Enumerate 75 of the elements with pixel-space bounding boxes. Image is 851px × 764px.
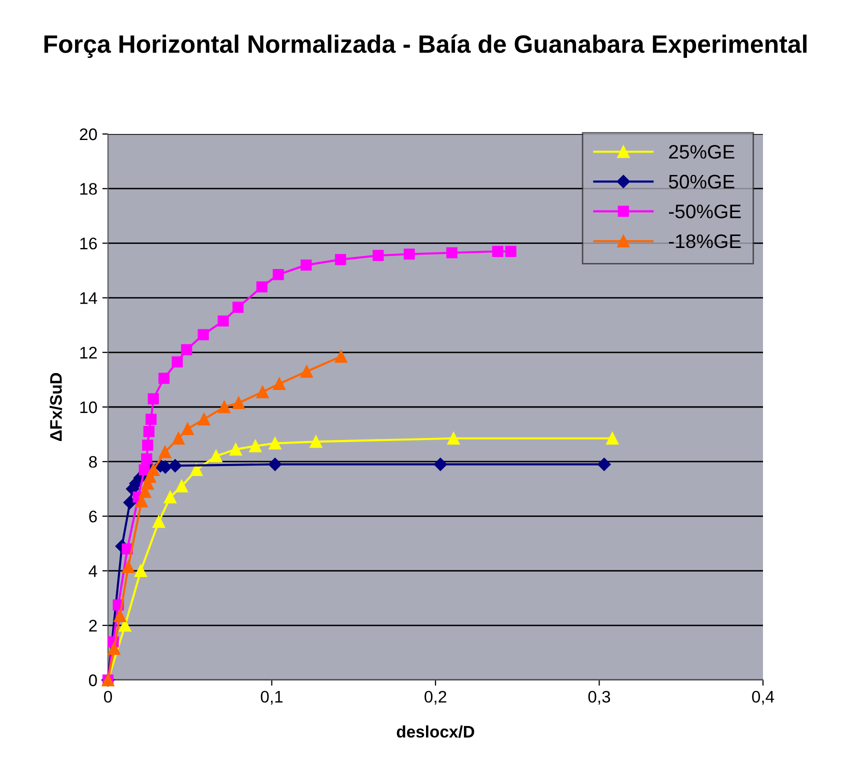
point [272, 269, 284, 280]
x-tick-label: 0 [104, 690, 112, 703]
point [114, 610, 126, 622]
point [598, 458, 611, 471]
point [229, 443, 242, 456]
point [232, 396, 245, 410]
point [143, 426, 154, 438]
point [141, 453, 152, 464]
y-tick-label: 6 [89, 510, 97, 522]
point [138, 464, 150, 476]
point [256, 386, 269, 398]
point [606, 432, 619, 445]
x-axis-title: deslocx/D [396, 725, 474, 738]
point [198, 329, 209, 340]
legend-label: 50%GE [668, 174, 734, 189]
point [175, 480, 188, 492]
point [118, 619, 132, 632]
point [198, 413, 210, 426]
point [142, 440, 154, 451]
y-tick-label: 10 [80, 401, 97, 414]
x-tick-label: 0,4 [752, 690, 774, 705]
point [146, 414, 157, 425]
point [152, 515, 166, 528]
point [492, 246, 504, 257]
point [218, 400, 231, 414]
point [164, 490, 176, 504]
point [172, 432, 185, 445]
point [505, 246, 516, 257]
point [168, 459, 182, 472]
point [273, 378, 286, 390]
point [232, 302, 244, 313]
point [447, 432, 460, 445]
point [404, 248, 415, 260]
point [108, 642, 120, 655]
point [181, 422, 194, 436]
point [190, 464, 203, 476]
y-tick-label: 2 [89, 620, 97, 632]
point [268, 458, 282, 471]
point [334, 254, 346, 266]
point [148, 393, 159, 404]
y-tick-label: 12 [80, 346, 97, 358]
legend-label: 25%GE [669, 144, 734, 159]
chart-title: Força Horizontal Normalizada - Baía de Guanabara Experimental [44, 34, 806, 58]
point [134, 564, 147, 578]
point [210, 450, 222, 462]
y-tick-label: 14 [80, 292, 98, 304]
y-tick-label: 16 [80, 238, 97, 250]
x-tick-label: 0,3 [588, 690, 610, 705]
y-tick-label: 8 [89, 456, 97, 468]
point [249, 440, 262, 452]
point [372, 250, 384, 262]
point [268, 437, 282, 450]
x-tick-label: 0,2 [424, 690, 446, 705]
point [181, 344, 192, 356]
point [310, 435, 322, 448]
point [300, 259, 312, 271]
y-tick-label: 20 [80, 128, 97, 140]
y-axis-title: ΔFx/SuD [50, 373, 62, 442]
point [158, 372, 170, 384]
y-tick-label: 18 [80, 183, 97, 195]
legend-label: -50%GE [668, 204, 741, 218]
point [300, 365, 313, 378]
point [256, 281, 268, 292]
point [147, 464, 160, 476]
point [122, 560, 135, 573]
y-tick-label: 0 [88, 674, 97, 686]
point [158, 446, 172, 458]
point [434, 458, 447, 471]
point [218, 315, 229, 327]
point [172, 356, 183, 368]
x-tick-label: 0,1 [260, 690, 283, 705]
point [446, 247, 458, 258]
legend-label: -18%GE [668, 234, 741, 248]
point [334, 350, 348, 363]
y-tick-label: 4 [88, 565, 98, 577]
